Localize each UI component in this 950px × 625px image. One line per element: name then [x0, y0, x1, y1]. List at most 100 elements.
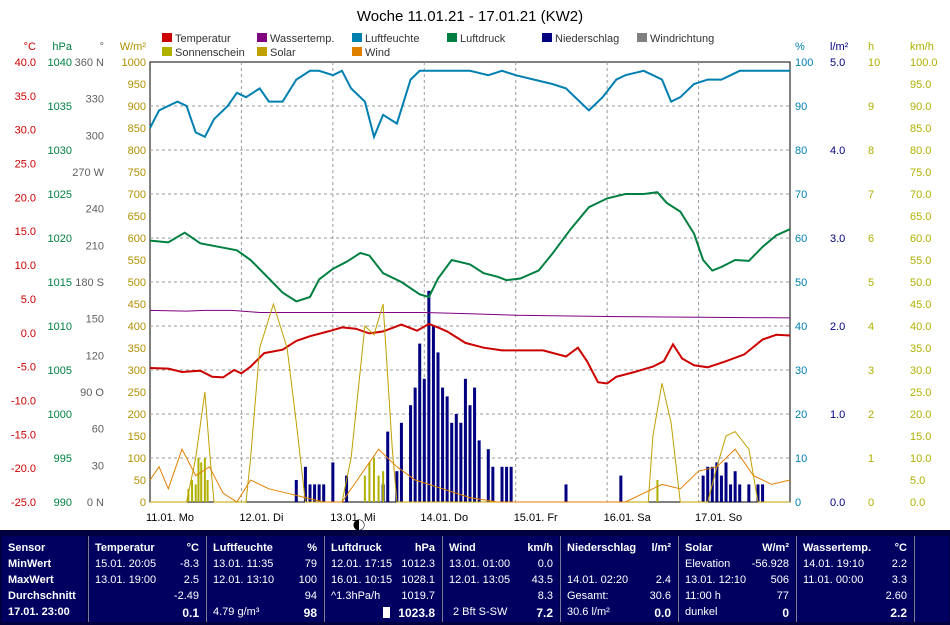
temp-max-time: 13.01. 19:00	[95, 574, 157, 586]
legend-label: Luftdruck	[460, 33, 506, 45]
wind-column: Wind km/h 13.01. 01:00 0.0 12.01. 13:05 43.…	[442, 536, 559, 622]
temperature-column: Temperatur °C 15.01. 20:05 -8.3 13.01. 19:…	[88, 536, 205, 622]
left-axes: 40.0 35.0 30.0 25.0 20.0 15.0 10.0 5.0 0.0 -5.0 -1…	[11, 41, 146, 509]
wind-tick: 60.0	[910, 233, 931, 245]
solar-unit: W/m²	[762, 542, 789, 554]
legend-label: Windrichtung	[650, 33, 714, 45]
sunshine-bar	[203, 458, 206, 502]
temp-unit: °C	[186, 542, 199, 554]
wind-tick: 80.0	[910, 145, 931, 157]
rain-tick: 2.0	[830, 321, 845, 333]
wind-current: 7.2	[536, 606, 553, 620]
wind-tick: 75.0	[910, 167, 931, 179]
solar-tick: 750	[128, 167, 146, 179]
rain-bar	[509, 466, 513, 502]
rain-bar	[409, 405, 413, 502]
rain-bar	[427, 290, 431, 502]
moon-phase-light	[359, 520, 364, 530]
pressure-tick: 995	[54, 453, 72, 465]
row-max-label: MaxWert	[8, 574, 54, 586]
rain-bar	[395, 471, 399, 502]
rain-bar	[463, 378, 467, 502]
wind-tick: 25.0	[910, 387, 931, 399]
sensor-column: Sensor MinWert MaxWert Durchschnitt 17.0…	[2, 536, 86, 622]
solar-tick: 1000	[122, 57, 146, 69]
solar-tick: 850	[128, 123, 146, 135]
wind-tick: 70.0	[910, 189, 931, 201]
rain-bar	[505, 466, 509, 502]
series-line	[149, 322, 791, 385]
legend-swatch	[352, 47, 362, 56]
wind-tick: 35.0	[910, 343, 931, 355]
humidity-tick: 100	[795, 57, 813, 69]
wind-tick: 45.0	[910, 299, 931, 311]
wind-tick: 15.0	[910, 431, 931, 443]
temp-current: 0.1	[182, 606, 199, 620]
temperature-tick: -10.0	[11, 395, 36, 407]
water-min-value: 2.2	[891, 558, 907, 570]
solar-tick: 300	[128, 365, 146, 377]
rain-bar	[322, 484, 326, 502]
x-tick: 12.01. Di	[239, 512, 283, 524]
rain-tick: 5.0	[830, 57, 845, 69]
sunhours-tick: 5	[868, 277, 874, 289]
press-current: 1023.8	[398, 606, 435, 620]
legend-label: Luftfeuchte	[365, 33, 419, 45]
solar-tick: 250	[128, 387, 146, 399]
pressure-tick: 1010	[48, 321, 72, 333]
legend-swatch	[352, 33, 362, 42]
rain-bar	[733, 471, 737, 502]
humidity-tick: 40	[795, 321, 807, 333]
rain-bar	[308, 484, 312, 502]
humidity-tick: 0	[795, 497, 801, 509]
series-line	[149, 191, 791, 303]
legend-swatch	[257, 47, 267, 56]
rain-bar	[491, 466, 495, 502]
pressure-tick: 1030	[48, 145, 72, 157]
rain-bar	[303, 466, 307, 502]
press-min-time: 12.01. 17:15	[331, 558, 393, 570]
temp-max-value: 2.5	[183, 574, 199, 586]
rain-bar	[413, 387, 417, 502]
pressure-tick: 1000	[48, 409, 72, 421]
rain-column: Niederschlag l/m² 14.01. 02:20 2.4 Gesamt:…	[560, 536, 677, 622]
sunshine-bar	[373, 458, 375, 502]
rain-bar	[422, 378, 426, 502]
rain-bar	[701, 475, 705, 502]
sunshine-bar	[191, 480, 194, 502]
temp-min-value: -8.3	[180, 558, 199, 570]
hum-unit: %	[307, 542, 317, 554]
solar-tick: 0	[140, 497, 146, 509]
row-min-label: MinWert	[8, 558, 52, 570]
wind-tick: 30.0	[910, 365, 931, 377]
sunhours-tick: 2	[868, 409, 874, 421]
rain-bar	[500, 466, 504, 502]
series-line	[149, 309, 791, 319]
legend-swatch	[447, 33, 457, 42]
humidity-column: Luftfeuchte% 13.01. 11:35 79 12.01. 13:10…	[206, 536, 323, 622]
humidity-tick: 90	[795, 101, 807, 113]
direction-tick: 300	[86, 130, 104, 142]
temperature-tick: -25.0	[11, 497, 36, 509]
legend-swatch	[162, 33, 172, 42]
solar-unit: W/m²	[120, 41, 147, 53]
humidity-tick: 80	[795, 145, 807, 157]
watertemp-column: Wassertemp. °C 14.01. 19:10 2.2 11.01. 00:…	[796, 536, 913, 622]
wind-tick: 5.0	[910, 475, 925, 487]
press-max-time: 16.01. 10:15	[331, 574, 393, 586]
temp-min-time: 15.01. 20:05	[95, 558, 157, 570]
pressure-tick: 1025	[48, 189, 72, 201]
temperature-tick: -20.0	[11, 463, 36, 475]
wind-tick: 50.0	[910, 277, 931, 289]
water-current: 2.2	[890, 606, 907, 620]
humidity-unit: %	[795, 41, 805, 53]
temperature-tick: 25.0	[15, 159, 36, 171]
temp-title: Temperatur	[95, 542, 155, 554]
rain-bar	[317, 484, 321, 502]
legend-swatch	[162, 47, 172, 56]
rain-max-time: 14.01. 02:20	[567, 574, 629, 586]
press-title: Luftdruck	[331, 542, 382, 554]
humidity-tick: 60	[795, 233, 807, 245]
sunshine-bar	[194, 484, 197, 502]
hum-absolute: 4.79 g/m³	[213, 606, 260, 618]
